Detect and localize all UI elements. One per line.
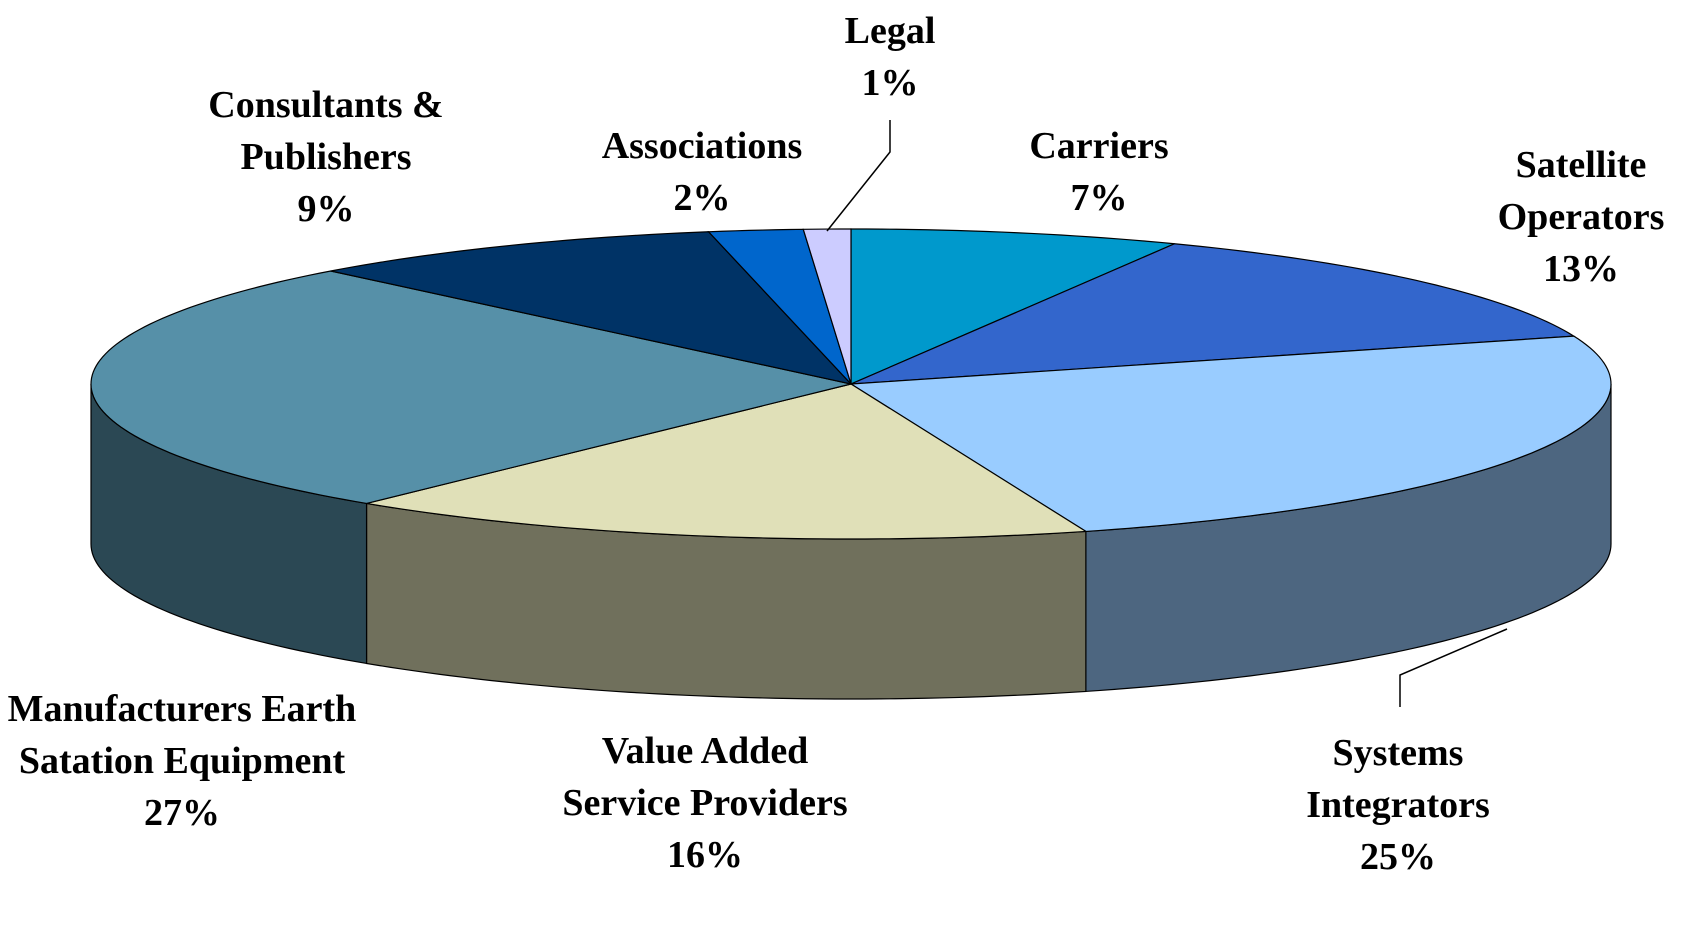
- value-label: 16%: [667, 834, 743, 876]
- value-label: 7%: [1070, 177, 1128, 219]
- slice-label: Satellite Operators 13%: [1456, 139, 1697, 295]
- slice-label: Value Added Service Providers 16%: [555, 725, 855, 881]
- slice-label: Legal 1%: [790, 5, 990, 109]
- value-label: 1%: [861, 62, 919, 104]
- value-label: 13%: [1543, 248, 1619, 290]
- slice-label: Associations 2%: [537, 120, 867, 224]
- category-label: Carriers: [1029, 125, 1169, 167]
- slice-label: Carriers 7%: [949, 120, 1249, 224]
- category-label: Consultants & Publishers: [208, 84, 444, 178]
- pie-slice: [850, 228, 1175, 385]
- value-label: 27%: [144, 792, 220, 834]
- slice-label: Consultants & Publishers 9%: [161, 79, 491, 235]
- slice-label: Manufacturers Earth Satation Equipment 27…: [7, 683, 357, 839]
- category-label: Value Added Service Providers: [562, 730, 848, 824]
- leader-line: [826, 120, 891, 232]
- pie-slice: [707, 228, 852, 385]
- pie-slice: [849, 335, 1612, 533]
- category-label: Legal: [844, 10, 936, 52]
- pie-slice: [330, 231, 853, 385]
- slice-label: Systems Integrators 25%: [1268, 727, 1528, 883]
- value-label: 2%: [673, 177, 731, 219]
- pie-slice: [802, 228, 852, 385]
- leader-line: [1399, 628, 1508, 707]
- value-label: 9%: [297, 188, 355, 230]
- pie-slice: [366, 383, 1088, 540]
- category-label: Systems Integrators: [1306, 732, 1490, 826]
- pie-slice: [850, 243, 1576, 385]
- pie-slice: [90, 270, 852, 505]
- value-label: 25%: [1360, 836, 1436, 878]
- category-label: Satellite Operators: [1497, 144, 1665, 238]
- category-label: Manufacturers Earth Satation Equipment: [7, 688, 357, 782]
- category-label: Associations: [601, 125, 803, 167]
